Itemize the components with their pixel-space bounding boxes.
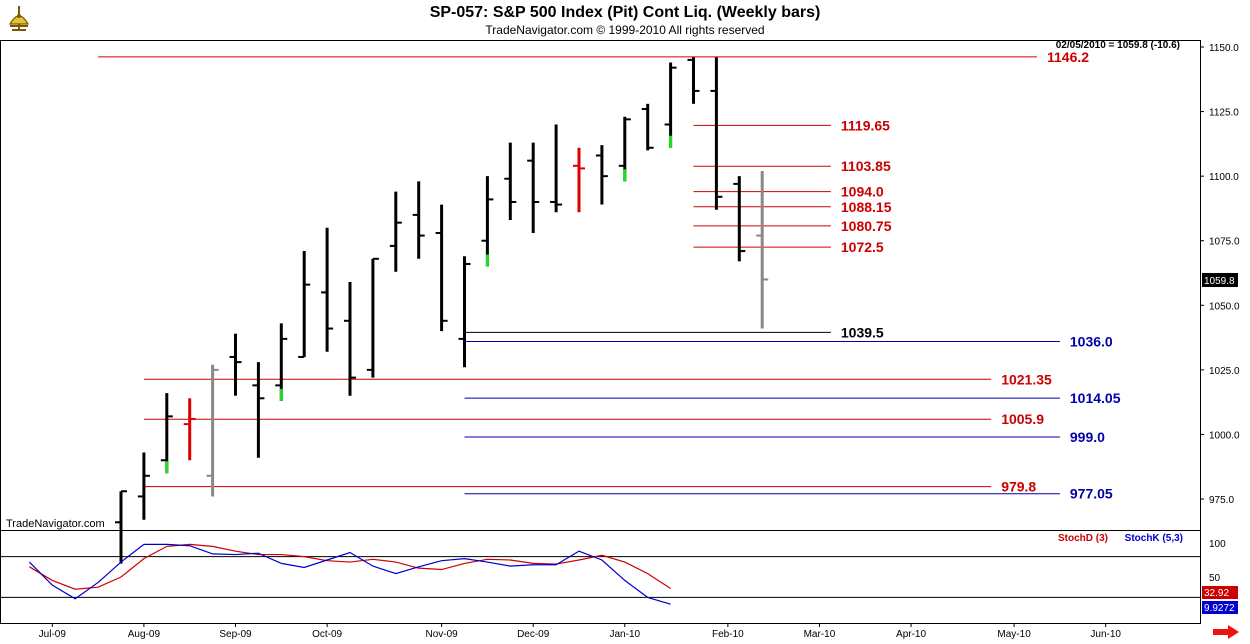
stoch-d-value-box [1202, 586, 1238, 599]
stoch-k-value-box [1202, 601, 1238, 614]
chart-title: SP-057: S&P 500 Index (Pit) Cont Liq. (W… [429, 4, 821, 21]
stoch-y-tick-label: 100 [1209, 539, 1226, 550]
x-tick-label: Apr-10 [896, 629, 926, 640]
x-tick-label: Aug-09 [128, 629, 161, 640]
x-tick-label: Oct-09 [312, 629, 342, 640]
stoch-panel-frame [0, 530, 1201, 624]
x-tick-label: Sep-09 [219, 629, 252, 640]
chart-subtitle: TradeNavigator.com © 1999-2010 All right… [485, 23, 765, 37]
y-tick-label: 975.0 [1209, 495, 1234, 506]
stoch-y-tick-label: 50 [1209, 573, 1221, 584]
level-label: 1072.5 [841, 239, 884, 255]
x-tick-label: Jul-09 [39, 629, 67, 640]
y-tick-label: 1150.0 [1209, 43, 1239, 54]
stoch-line [28, 543, 671, 605]
level-label: 1014.05 [1070, 390, 1121, 406]
level-label: 1005.9 [1001, 411, 1044, 427]
x-tick-label: Nov-09 [425, 629, 458, 640]
y-tick-label: 1000.0 [1209, 430, 1240, 441]
y-tick-label: 1025.0 [1209, 366, 1240, 377]
level-label: 1036.0 [1070, 333, 1113, 349]
level-label: 1039.5 [841, 324, 884, 340]
sextant-logo-icon[interactable] [6, 4, 32, 37]
level-label: 979.8 [1001, 479, 1036, 495]
stoch-line [29, 543, 671, 590]
x-tick-label: Jun-10 [1090, 629, 1121, 640]
level-label: 1103.85 [841, 158, 891, 174]
x-tick-label: Dec-09 [517, 629, 550, 640]
x-tick-label: Mar-10 [804, 629, 836, 640]
level-label: 1119.65 [841, 117, 890, 133]
level-label: 999.0 [1070, 429, 1105, 445]
y-tick-label: 1125.0 [1209, 108, 1239, 119]
y-tick-label: 1050.0 [1209, 301, 1240, 312]
stoch-legend-k: StochK (5,3) [1125, 533, 1183, 544]
stoch-k-value: 9.9272 [1204, 603, 1235, 614]
price-panel-frame [0, 40, 1201, 531]
last-price-box [1202, 272, 1238, 287]
price-info-label: 02/05/2010 = 1059.8 (-10.6) [1056, 40, 1180, 51]
scroll-right-arrow-icon[interactable] [1212, 625, 1240, 644]
stoch-d-value: 32.92 [1204, 588, 1229, 599]
level-label: 1021.35 [1001, 371, 1052, 387]
y-tick-label: 1075.0 [1209, 237, 1240, 248]
level-label: 1146.2 [1047, 49, 1089, 65]
level-label: 1094.0 [841, 184, 884, 200]
watermark-text: TradeNavigator.com [6, 518, 105, 530]
level-label: 1088.15 [841, 199, 892, 215]
x-tick-label: May-10 [997, 629, 1031, 640]
x-tick-label: Feb-10 [712, 629, 744, 640]
y-tick-label: 1100.0 [1209, 172, 1239, 183]
level-label: 977.05 [1070, 486, 1113, 502]
stoch-legend-d: StochD (3) [1058, 533, 1108, 544]
x-tick-label: Jan-10 [610, 629, 641, 640]
last-price-label: 1059.8 [1204, 276, 1235, 287]
level-label: 1080.75 [841, 218, 892, 234]
